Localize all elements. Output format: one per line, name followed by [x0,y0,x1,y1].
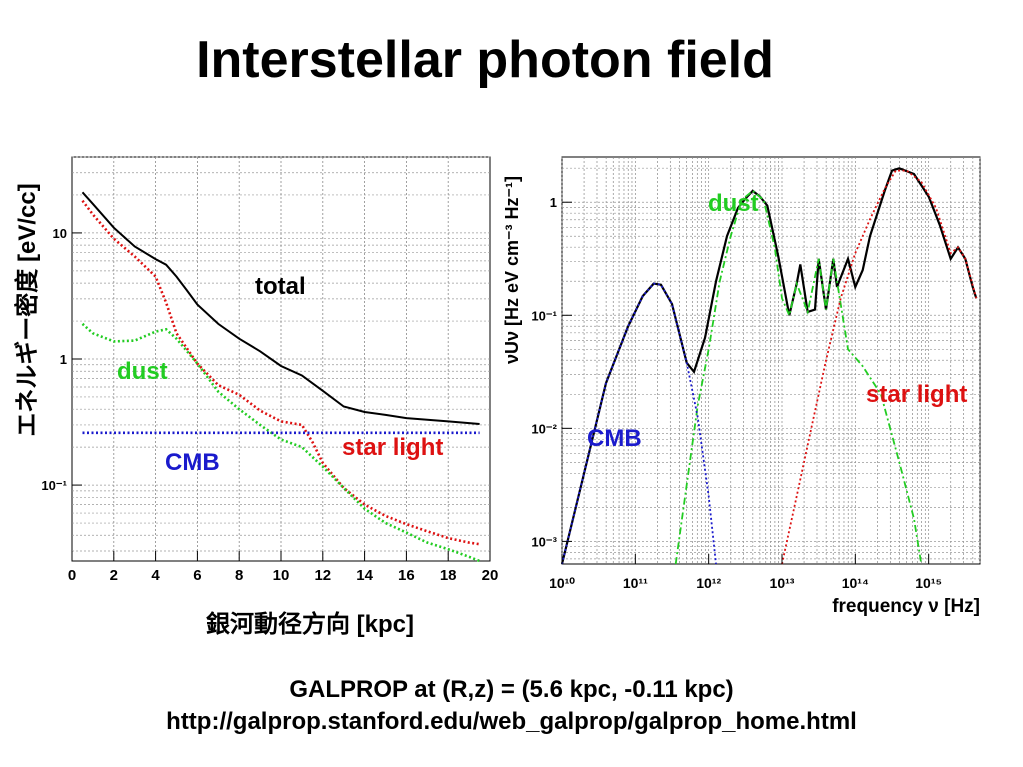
right-series-dust [674,189,923,565]
right-xtick-label: 10¹⁵ [915,575,942,591]
left-xtick-label: 0 [68,567,76,584]
right-series-cmb [561,282,717,565]
page-title: Interstellar photon field [196,31,774,89]
right-ytick-label: 10⁻¹ [531,308,557,323]
left-series-group [81,191,481,563]
right-annotation-cmb: CMB [587,425,642,452]
left-xtick-label: 12 [314,567,331,584]
right-ytick-label: 10⁻³ [531,534,557,549]
right-xtick-label: 10¹³ [770,575,795,591]
right-ytick-label: 10⁻² [531,421,557,436]
right-annotation-starlight: star light [866,381,967,408]
left-series-total [81,191,480,425]
left-xtick-label: 6 [193,567,201,584]
right-ticks: 10¹⁰ 10¹¹ 10¹² 10¹³ 10¹⁴ 10¹⁵ 10⁻³ 10⁻² 10⁻¹ 1 [531,195,942,591]
left-series-dust [81,322,481,563]
left-xtick-label: 4 [151,567,160,584]
right-xtick-label: 10¹⁰ [549,575,575,591]
left-xtick-label: 8 [235,567,243,584]
right-ytick-label: 1 [550,195,557,210]
footer-galprop-position: GALPROP at (R,z) = (5.6 kpc, -0.11 kpc) [289,676,734,703]
left-annotation-starlight: star light [342,434,443,461]
right-xtick-label: 10¹⁴ [842,575,869,591]
left-ytick-label: 10⁻¹ [41,478,67,493]
right-annotation-dust: dust [708,190,759,217]
footer-galprop-url[interactable]: http://galprop.stanford.edu/web_galprop/… [166,708,857,735]
right-xtick-label: 10¹² [696,575,721,591]
left-ytick-label: 1 [60,352,67,367]
left-annotation-total: total [255,273,306,300]
left-series-star-light [81,199,480,546]
left-annotation-dust: dust [117,358,168,385]
right-ylabel: νUν [Hz eV cm⁻³ Hz⁻¹] [502,176,522,364]
right-xlabel: frequency ν [Hz] [832,596,980,617]
right-series-total [560,167,978,565]
left-xtick-label: 20 [482,567,499,584]
right-series-star-light [781,169,978,565]
left-xlabel: 銀河動径方向 [kpc] [206,610,414,638]
frequency-spectrum-chart: 10¹⁰ 10¹¹ 10¹² 10¹³ 10¹⁴ 10¹⁵ 10⁻³ 10⁻² 10⁻¹ 1 νU… [502,156,981,617]
left-ylabel: エネルギー密度 [eV/cc] [13,183,41,436]
left-xtick-label: 10 [273,567,290,584]
left-xtick-label: 16 [398,567,415,584]
right-xtick-label: 10¹¹ [623,575,648,591]
radial-energy-density-chart: 0 2 4 6 8 10 12 14 16 18 20 10⁻¹ 1 10 エネルギー密度 [eV/cc]… [13,156,498,638]
left-annotation-cmb: CMB [165,449,220,476]
left-ytick-label: 10 [53,226,67,241]
left-xtick-label: 18 [440,567,457,584]
left-ticks: 0 2 4 6 8 10 12 14 16 18 20 10⁻¹ 1 10 [41,226,498,584]
right-series-group [560,167,978,565]
left-xtick-label: 14 [356,567,373,584]
left-xtick-label: 2 [110,567,118,584]
